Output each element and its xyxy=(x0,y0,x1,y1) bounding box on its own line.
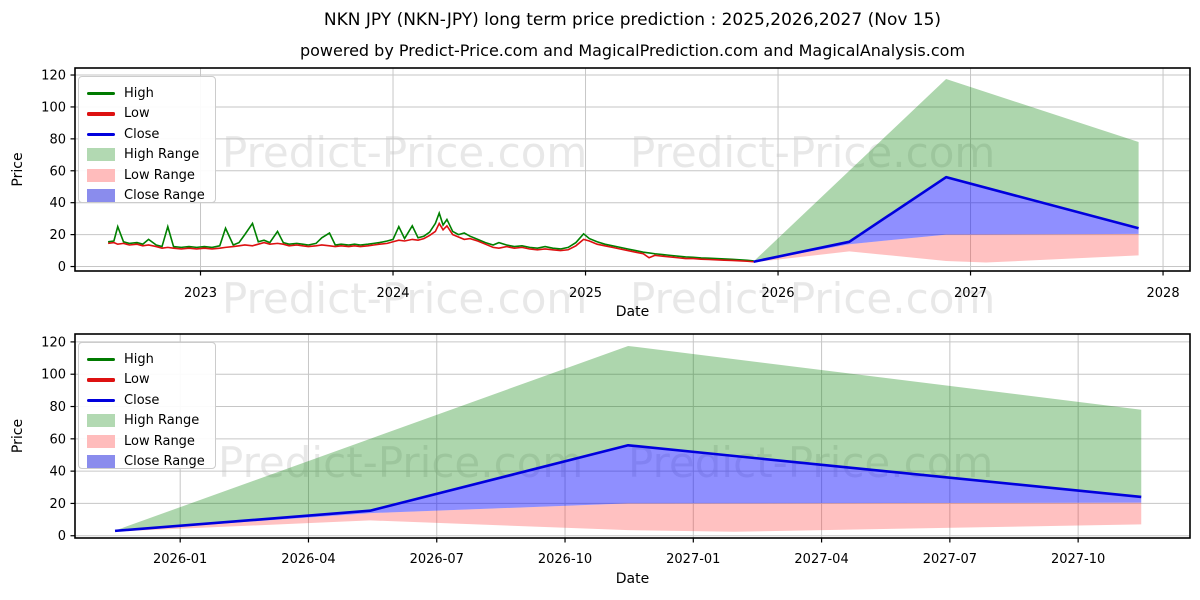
subtitle: powered by Predict-Price.com and Magical… xyxy=(299,41,966,60)
legend-item-close-range: Close Range xyxy=(87,452,215,473)
x-axis-label: Date xyxy=(616,304,649,320)
legend-item-high: High xyxy=(87,349,215,370)
y-tick-label: 120 xyxy=(41,69,66,84)
y-tick-label: 20 xyxy=(49,497,66,512)
close-range-swatch xyxy=(87,455,115,469)
y-axis-label: Price xyxy=(10,419,26,453)
x-tick-label: 2026 xyxy=(761,286,794,301)
low-history-line xyxy=(108,221,754,263)
close-prediction-line xyxy=(114,443,1142,533)
x-tick-label: 2027-01 xyxy=(666,552,720,567)
high-line-swatch xyxy=(87,91,115,95)
low-range-swatch xyxy=(87,434,115,448)
y-tick-label: 120 xyxy=(41,335,66,350)
x-tick-label: 2027-07 xyxy=(923,552,977,567)
tick-labels: 2026-01 2026-04 2026-07 2026-10 2027-01 2027-… xyxy=(41,335,1105,567)
y-axis-label: Price xyxy=(10,152,26,186)
y-tick-label: 40 xyxy=(49,196,66,211)
high-range-band xyxy=(753,79,1139,262)
x-tick-label: 2027 xyxy=(954,286,987,301)
high-range-swatch xyxy=(87,148,115,162)
close-range-band xyxy=(753,177,1139,263)
watermark-text: Predict-Price.com xyxy=(222,274,587,323)
watermark-text: Predict-Price.com xyxy=(218,438,583,487)
close-line-swatch xyxy=(87,132,115,136)
legend-bottom-chart: High Low Close High Range Low Range Clos… xyxy=(78,342,216,469)
x-tick-label: 2026-01 xyxy=(153,552,207,567)
y-tick-label: 80 xyxy=(49,132,66,147)
close-range-swatch xyxy=(87,189,115,203)
y-tick-label: 100 xyxy=(41,368,66,383)
legend-item-high-range: High Range xyxy=(87,411,215,432)
y-tick-label: 60 xyxy=(49,432,66,447)
close-prediction-line xyxy=(753,175,1139,264)
axes-frame xyxy=(74,333,1191,539)
x-tick-label: 2028 xyxy=(1147,286,1180,301)
x-tick-label: 2026-07 xyxy=(410,552,464,567)
low-line-swatch xyxy=(87,112,115,116)
low-range-band xyxy=(115,502,1142,532)
x-axis-label: Date xyxy=(616,571,649,587)
y-tick-label: 100 xyxy=(41,100,66,115)
y-tick-label: 80 xyxy=(49,400,66,415)
x-tick-label: 2024 xyxy=(376,286,409,301)
y-tick-label: 60 xyxy=(49,164,66,179)
x-tick-label: 2025 xyxy=(569,286,602,301)
y-tick-label: 0 xyxy=(58,260,66,275)
tick-marks xyxy=(70,341,1079,543)
x-tick-label: 2027-10 xyxy=(1051,552,1105,567)
x-tick-label: 2026-10 xyxy=(538,552,592,567)
x-tick-label: 2027-04 xyxy=(794,552,848,567)
legend-item-low-range: Low Range xyxy=(87,431,215,452)
legend-item-low: Low xyxy=(87,104,215,125)
x-tick-label: 2026-04 xyxy=(281,552,335,567)
watermark-text: Predict-Price.com xyxy=(630,274,995,323)
watermark-text: Predict-Price.com xyxy=(630,128,995,177)
legend-item-high: High xyxy=(87,83,215,104)
watermark-text: Predict-Price.com xyxy=(222,128,587,177)
legend-item-low-range: Low Range xyxy=(87,165,215,186)
x-tick-label: 2023 xyxy=(184,286,217,301)
axes-frame xyxy=(74,67,1191,272)
legend-item-close: Close xyxy=(87,390,215,411)
high-range-band xyxy=(115,345,1142,531)
high-history-line xyxy=(108,210,754,262)
low-line-swatch xyxy=(87,378,115,382)
legend-item-low: Low xyxy=(87,370,215,391)
legend-item-close: Close xyxy=(87,124,215,145)
close-range-band xyxy=(115,445,1142,532)
y-tick-label: 0 xyxy=(58,529,66,544)
low-range-swatch xyxy=(87,168,115,182)
tick-labels: 2023 2024 2025 2026 2027 2028 0 20 40 60 80 100 120 xyxy=(41,69,1179,301)
subplot-prediction-detail: Predict-Price.com Predict-Price.com2026-0… xyxy=(10,333,1191,587)
legend-item-close-range: Close Range xyxy=(87,186,215,207)
legend-top-chart: High Low Close High Range Low Range Clos… xyxy=(78,76,216,203)
tick-marks xyxy=(70,74,1164,276)
page-title: NKN JPY (NKN-JPY) long term price predic… xyxy=(323,10,942,30)
close-line-swatch xyxy=(87,398,115,402)
high-range-swatch xyxy=(87,414,115,428)
low-range-band xyxy=(753,233,1139,263)
high-line-swatch xyxy=(87,357,115,361)
legend-item-high-range: High Range xyxy=(87,145,215,166)
y-tick-label: 20 xyxy=(49,228,66,243)
y-tick-label: 40 xyxy=(49,465,66,480)
